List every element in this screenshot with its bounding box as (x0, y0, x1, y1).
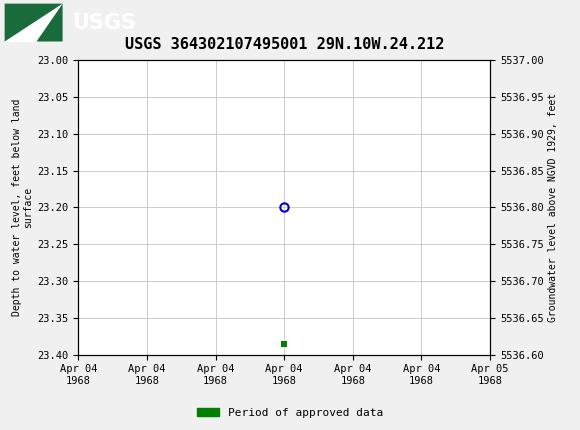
Legend: Period of approved data: Period of approved data (193, 403, 387, 422)
Text: USGS: USGS (72, 12, 136, 33)
Y-axis label: Depth to water level, feet below land
surface: Depth to water level, feet below land su… (12, 99, 33, 316)
Title: USGS 364302107495001 29N.10W.24.212: USGS 364302107495001 29N.10W.24.212 (125, 37, 444, 52)
Polygon shape (5, 3, 63, 42)
Polygon shape (37, 3, 63, 42)
Bar (5, 3, 63, 42)
Y-axis label: Groundwater level above NGVD 1929, feet: Groundwater level above NGVD 1929, feet (548, 93, 558, 322)
